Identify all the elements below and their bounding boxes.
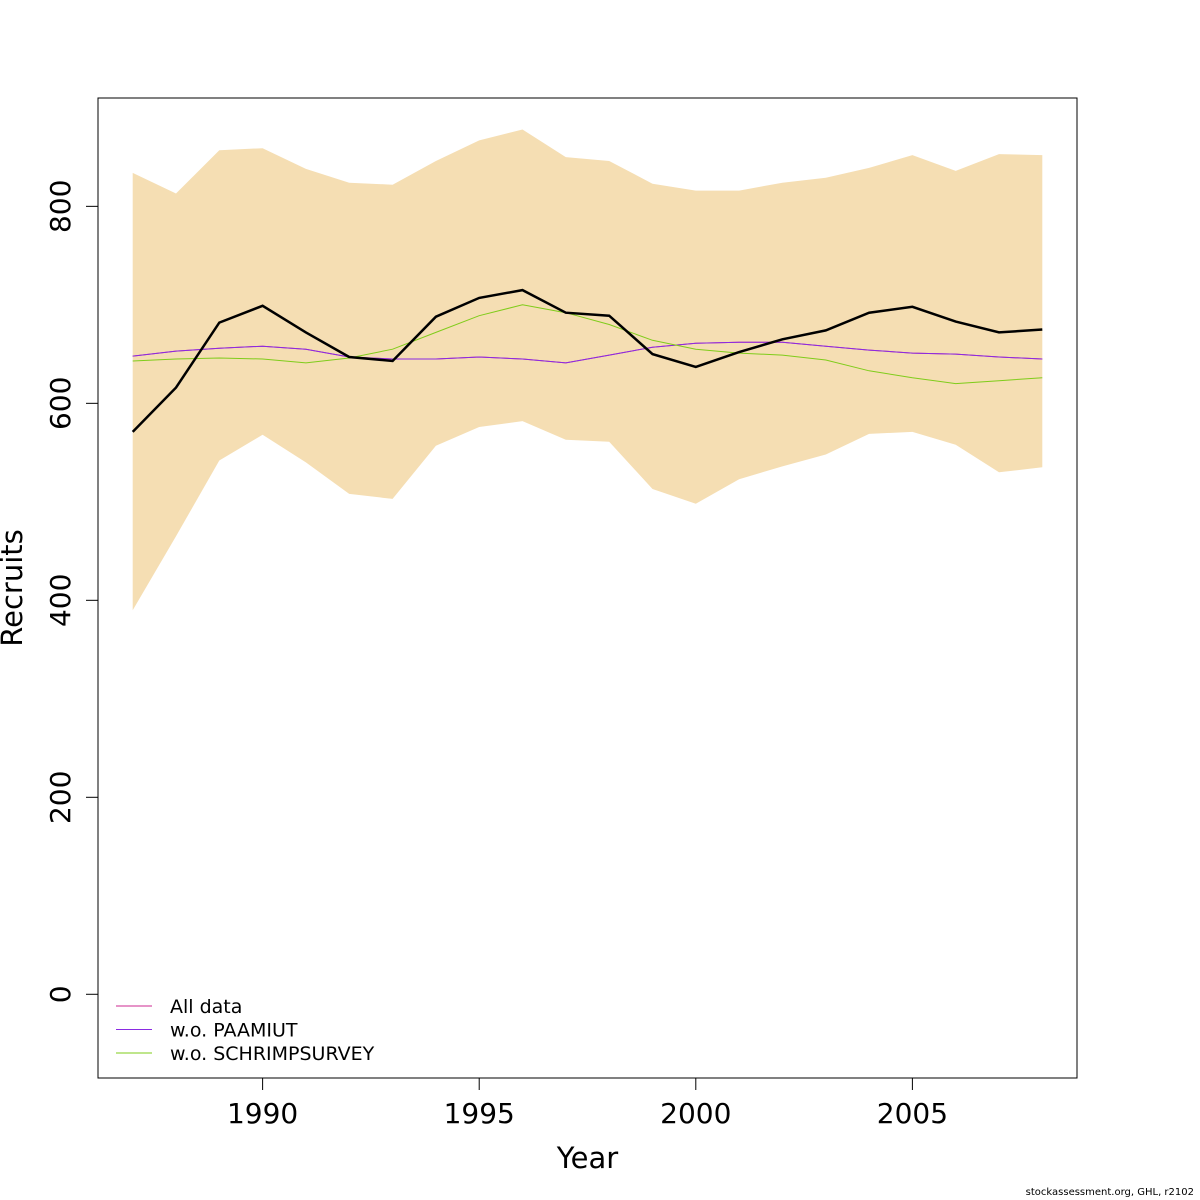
y-tick-label: 200 — [44, 771, 77, 824]
y-tick-label: 400 — [44, 574, 77, 627]
confidence-band — [132, 129, 1043, 611]
estimate-line — [131, 288, 1043, 433]
plot-frame — [97, 97, 1078, 1079]
x-axis: 1990 1995 2000 2005 — [227, 1078, 948, 1130]
x-tick-label: 2000 — [660, 1097, 731, 1130]
y-tick-label: 800 — [44, 180, 77, 233]
y-tick-label: 0 — [44, 985, 77, 1003]
x-tick-label: 1995 — [444, 1097, 515, 1130]
legend-label: w.o. SCHRIMPSURVEY — [170, 1043, 375, 1065]
footer-credit: stockassessment.org, GHL, r2102 — [1025, 1187, 1194, 1198]
legend-label: All data — [170, 996, 242, 1018]
x-tick-label: 1990 — [227, 1097, 298, 1130]
series-line-wo-paamiut — [132, 341, 1043, 364]
y-axis-title: Recruits — [0, 529, 29, 646]
y-tick-label: 600 — [44, 377, 77, 430]
series-line-wo-schrimpsurvey — [132, 304, 1043, 385]
y-axis: 0 200 400 600 800 — [44, 180, 98, 1003]
x-tick-label: 2005 — [877, 1097, 948, 1130]
x-axis-title: Year — [556, 1141, 618, 1175]
legend-label: w.o. PAAMIUT — [170, 1020, 298, 1042]
